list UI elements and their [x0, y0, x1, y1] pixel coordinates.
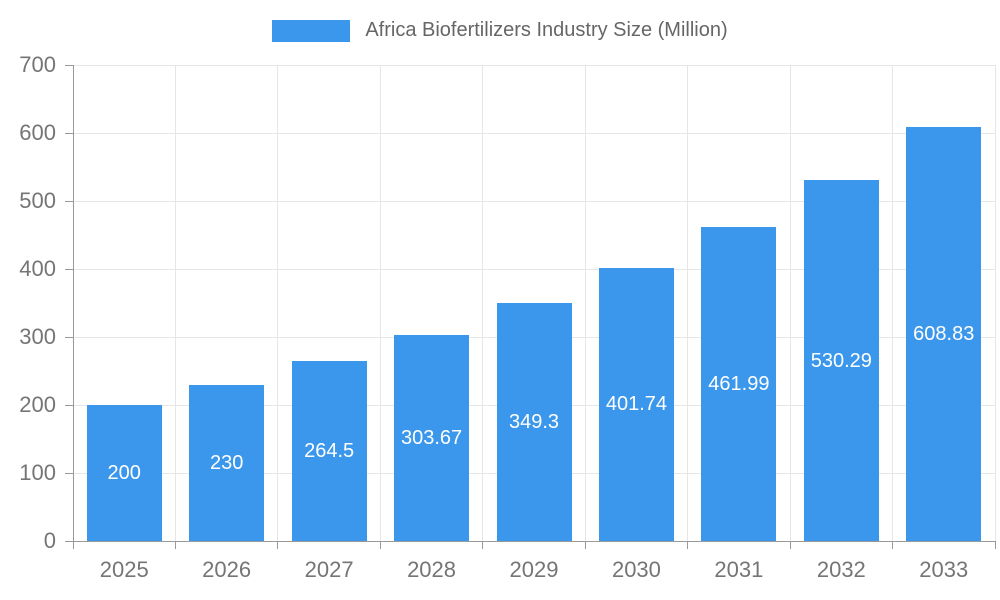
y-axis-tick: [65, 472, 73, 474]
bar-2032[interactable]: [803, 180, 879, 541]
bar-2031[interactable]: [701, 226, 777, 541]
x-gridline: [584, 65, 586, 541]
bar-2025[interactable]: [86, 405, 162, 541]
y-gridline: [73, 132, 995, 134]
x-axis-tick-label: 2033: [919, 557, 969, 582]
y-axis-tick: [65, 64, 73, 66]
x-gridline: [379, 65, 381, 541]
bar-2026[interactable]: [189, 384, 265, 541]
y-axis-tick-label: 0: [43, 528, 56, 553]
x-axis-tick-label: 2028: [407, 557, 457, 582]
x-axis-tick: [482, 541, 484, 549]
x-axis-tick: [892, 541, 894, 549]
y-axis-line: [72, 65, 74, 549]
bar-2027[interactable]: [291, 361, 367, 541]
bar-2029[interactable]: [496, 303, 572, 541]
y-axis-tick-label: 700: [19, 52, 56, 77]
bar-2030[interactable]: [598, 267, 674, 541]
x-axis-tick: [789, 541, 791, 549]
y-axis-tick: [65, 200, 73, 202]
x-axis-tick: [584, 541, 586, 549]
y-axis-tick-label: 200: [19, 392, 56, 417]
x-axis-tick: [174, 541, 176, 549]
y-gridline: [73, 64, 995, 66]
y-axis-tick: [65, 132, 73, 134]
legend[interactable]: Africa Biofertilizers Industry Size (Mil…: [0, 19, 1000, 42]
x-gridline: [892, 65, 894, 541]
y-axis-tick-label: 500: [19, 188, 56, 213]
x-axis-tick-label: 2029: [509, 557, 559, 582]
x-gridline: [687, 65, 689, 541]
bar-2028[interactable]: [394, 334, 470, 541]
x-axis-tick-label: 2032: [816, 557, 866, 582]
x-axis-tick: [379, 541, 381, 549]
x-gridline: [789, 65, 791, 541]
legend-swatch-icon: [272, 19, 351, 42]
x-gridline: [174, 65, 176, 541]
x-axis-tick: [994, 541, 996, 549]
x-axis-tick-label: 2027: [304, 557, 354, 582]
x-gridline: [994, 65, 996, 541]
y-axis-tick: [65, 336, 73, 338]
y-axis-tick-label: 100: [19, 460, 56, 485]
x-axis-tick-label: 2026: [202, 557, 252, 582]
y-gridline: [73, 268, 995, 270]
y-axis-tick-label: 300: [19, 324, 56, 349]
x-axis-tick: [687, 541, 689, 549]
x-axis-tick-label: 2030: [611, 557, 661, 582]
legend-label: Africa Biofertilizers Industry Size (Mil…: [365, 19, 728, 41]
y-axis-tick-label: 600: [19, 120, 56, 145]
x-axis-line: [65, 540, 995, 542]
y-axis-tick-label: 400: [19, 256, 56, 281]
x-axis-tick-label: 2031: [714, 557, 764, 582]
x-axis-tick: [277, 541, 279, 549]
y-axis-tick: [65, 404, 73, 406]
x-axis-tick-label: 2025: [99, 557, 149, 582]
x-gridline: [277, 65, 279, 541]
y-gridline: [73, 200, 995, 202]
bar-2033[interactable]: [906, 126, 982, 541]
y-axis-tick: [65, 268, 73, 270]
x-gridline: [482, 65, 484, 541]
